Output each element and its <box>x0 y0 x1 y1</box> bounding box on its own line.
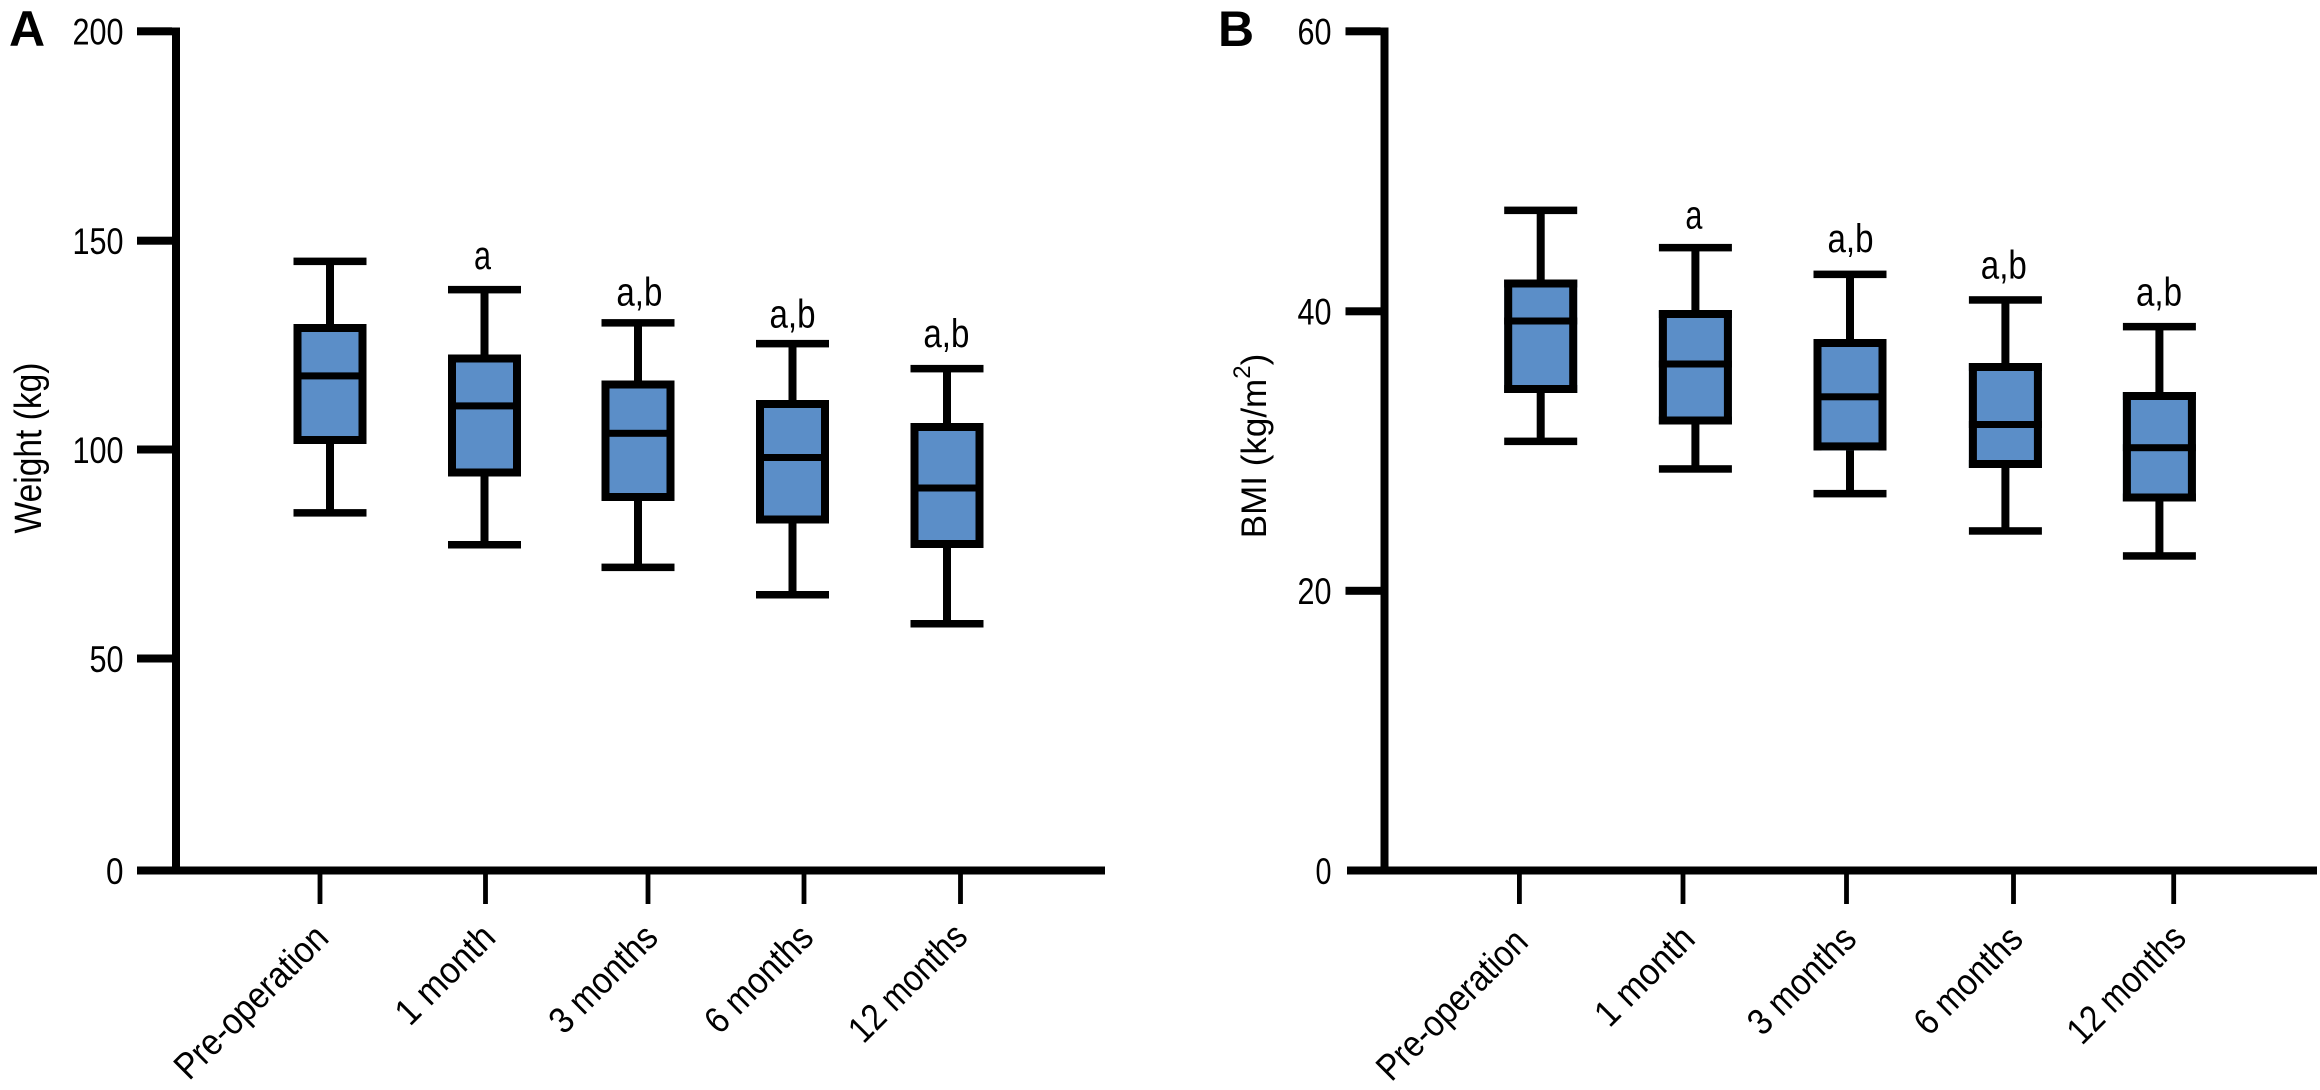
svg-text:a,b: a,b <box>770 293 816 337</box>
svg-text:0: 0 <box>106 851 124 892</box>
svg-text:200: 200 <box>73 12 124 53</box>
svg-text:50: 50 <box>90 639 124 680</box>
svg-text:A: A <box>9 1 45 57</box>
svg-text:a,b: a,b <box>2136 271 2182 315</box>
svg-text:150: 150 <box>73 221 124 262</box>
svg-text:20: 20 <box>1298 571 1332 612</box>
svg-text:a,b: a,b <box>923 312 969 356</box>
svg-text:BMI (kg/m2): BMI (kg/m2) <box>1229 354 1274 538</box>
svg-text:40: 40 <box>1298 292 1332 333</box>
svg-text:a,b: a,b <box>1981 244 2027 288</box>
svg-text:60: 60 <box>1298 12 1332 53</box>
svg-text:a,b: a,b <box>1828 217 1874 261</box>
svg-text:0: 0 <box>1316 851 1332 892</box>
svg-text:a: a <box>474 234 492 278</box>
svg-text:B: B <box>1218 1 1254 57</box>
svg-text:Weight (kg): Weight (kg) <box>8 363 50 534</box>
svg-text:a,b: a,b <box>616 270 662 314</box>
svg-text:a: a <box>1685 194 1703 238</box>
svg-text:100: 100 <box>73 430 124 471</box>
